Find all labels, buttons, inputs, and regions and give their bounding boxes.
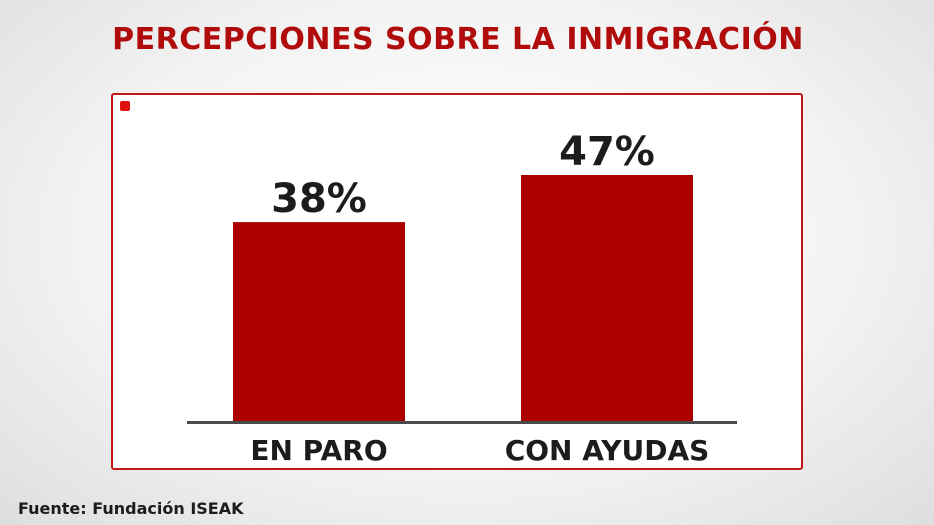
category-label-0: EN PARO bbox=[250, 434, 387, 467]
chart-frame: 38% EN PARO 47% CON AYUDAS bbox=[111, 93, 803, 470]
category-label-1: CON AYUDAS bbox=[505, 434, 710, 467]
value-label-1: 47% bbox=[559, 129, 655, 175]
bar-0 bbox=[233, 222, 405, 421]
source-note: Fuente: Fundación ISEAK bbox=[18, 499, 244, 518]
bar-1 bbox=[521, 175, 693, 421]
corner-marker bbox=[120, 101, 130, 111]
chart-title: PERCEPCIONES SOBRE LA INMIGRACIÓN bbox=[112, 22, 804, 57]
value-label-0: 38% bbox=[271, 176, 367, 222]
bar-chart: 38% EN PARO 47% CON AYUDAS bbox=[187, 129, 737, 467]
